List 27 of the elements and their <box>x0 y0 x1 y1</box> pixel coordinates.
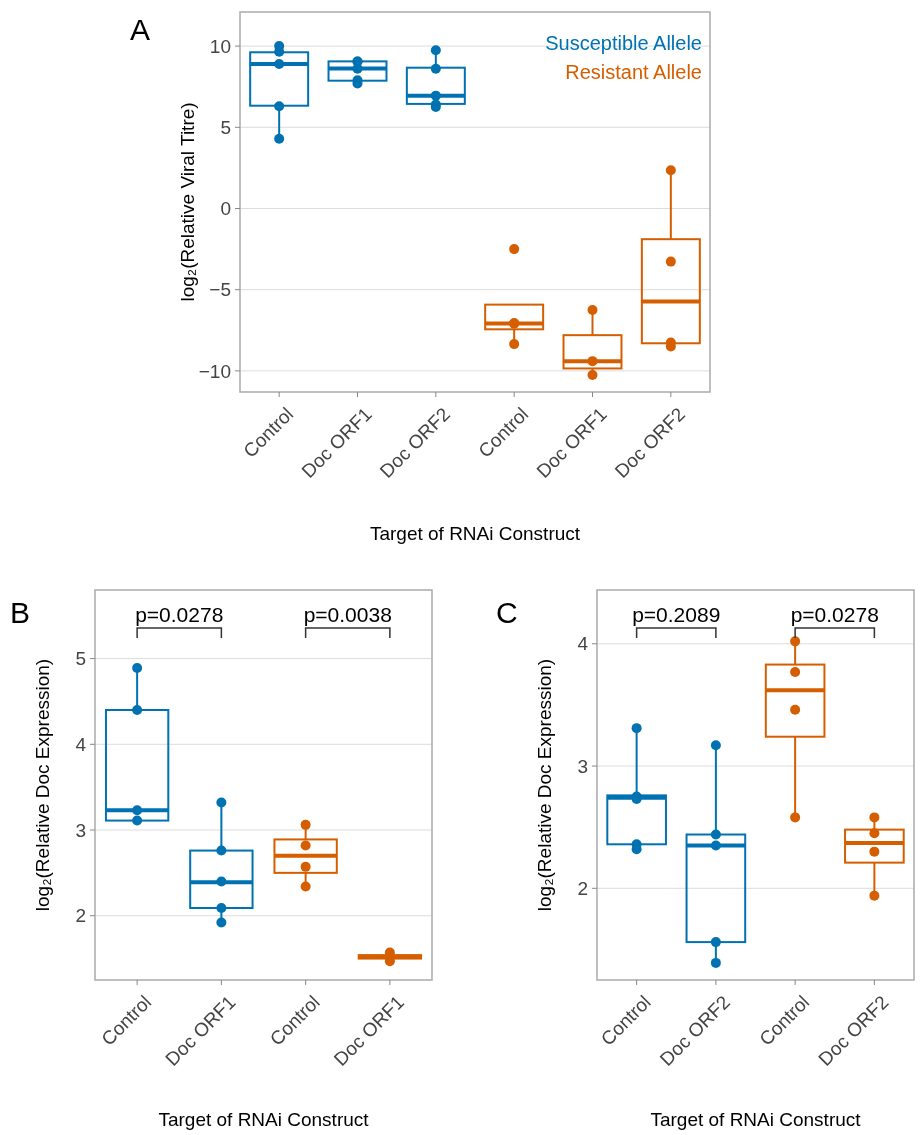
y-tick-label: 5 <box>220 116 231 138</box>
text: Susceptible Allele <box>545 32 702 54</box>
y-tick-label: 4 <box>75 733 87 755</box>
x-axis-title: Target of RNAi Construct <box>369 523 581 544</box>
y-tick-label: 5 <box>75 648 86 670</box>
chart-title: B <box>10 596 31 629</box>
y-tick-label: 2 <box>75 905 86 927</box>
x-axis-title: Target of RNAi Construct <box>650 1109 862 1130</box>
annotation: p=0.0278 <box>135 603 224 626</box>
chart-title: C <box>496 596 518 629</box>
y-tick-label: 2 <box>577 877 588 899</box>
y-tick-label: 3 <box>75 819 86 841</box>
y-tick-label: 3 <box>577 755 588 777</box>
annotation: p=0.0038 <box>303 603 392 626</box>
y-axis-title: log₂(Relative Doc Expression) <box>32 658 53 912</box>
y-tick-label: 0 <box>220 198 231 220</box>
x-axis-title: Target of RNAi Construct <box>158 1109 370 1130</box>
annotation: p=0.2089 <box>632 603 721 626</box>
y-tick-label: 4 <box>577 633 589 655</box>
chart-title: A <box>130 13 151 46</box>
y-tick-label: −10 <box>198 360 231 382</box>
annotation: p=0.0278 <box>790 603 879 626</box>
y-tick-label: 10 <box>209 35 231 57</box>
y-axis-title: log₂(Relative Doc Expression) <box>534 658 555 912</box>
text: Resistant Allele <box>565 61 702 83</box>
y-axis-title: log₂(Relative Viral Titre) <box>177 102 198 302</box>
y-tick-label: −5 <box>209 279 231 301</box>
